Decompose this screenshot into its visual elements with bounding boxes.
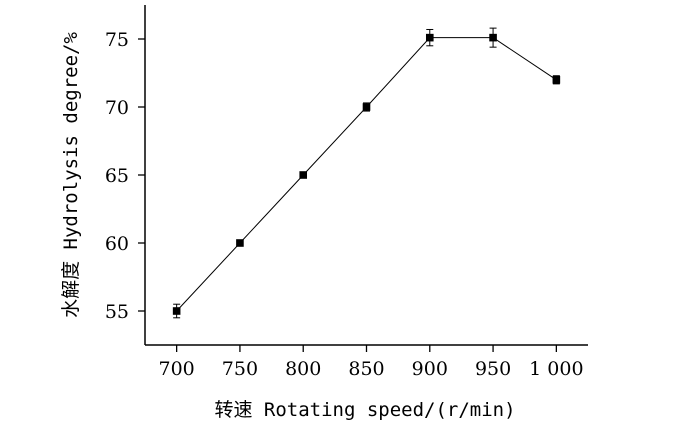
x-tick-label: 1 000	[529, 358, 583, 380]
y-tick-label: 75	[105, 29, 129, 51]
x-tick-label: 900	[412, 358, 448, 380]
y-ticks-group: 55 60 65 70 75	[105, 29, 145, 323]
x-tick-label: 750	[222, 358, 258, 380]
series-group	[172, 27, 561, 319]
x-tick-label: 950	[475, 358, 511, 380]
y-tick-label: 70	[105, 97, 129, 119]
y-tick-label: 55	[105, 301, 129, 323]
data-point-marker	[362, 103, 371, 111]
x-tick-label: 700	[159, 358, 195, 380]
x-tick-label: 800	[285, 358, 321, 380]
y-axis-title: 水解度 Hydrolysis degree/%	[60, 32, 82, 318]
x-axis-title: 转速 Rotating speed/(r/min)	[214, 399, 515, 421]
x-tick-label: 850	[348, 358, 384, 380]
data-point-marker	[236, 239, 244, 247]
axes-group	[144, 5, 588, 346]
series-line	[176, 37, 557, 312]
data-point-marker	[172, 307, 181, 315]
x-ticks-group: 700 750 800 850 900 950 1 000	[159, 345, 584, 380]
data-point-marker	[552, 76, 561, 84]
data-point-marker	[489, 33, 497, 42]
data-point-marker	[425, 33, 434, 42]
data-point-marker	[299, 171, 308, 179]
y-tick-label: 65	[105, 165, 129, 187]
y-tick-label: 60	[105, 233, 129, 255]
